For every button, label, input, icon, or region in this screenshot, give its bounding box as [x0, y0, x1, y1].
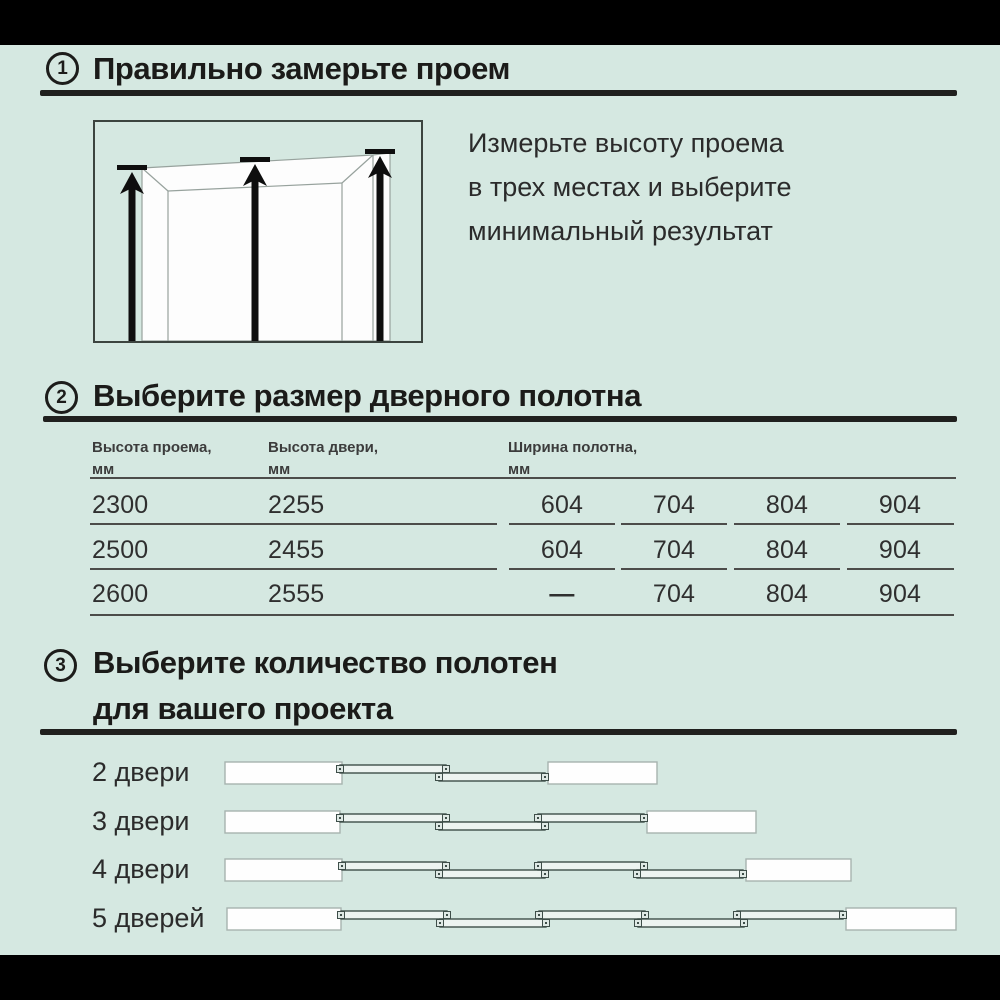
step-1-badge: 1: [46, 52, 79, 85]
bottom-letterbox-bar: [0, 955, 1000, 1000]
row-3-width-704: 704: [652, 580, 696, 608]
table-header-rule: [90, 477, 956, 479]
doors-diagram-3: [224, 810, 757, 834]
row-1-width-804: 804: [765, 491, 809, 519]
door-opening-diagram: [93, 120, 423, 343]
column-header-panel-width: Ширина полотна, мм: [508, 439, 638, 478]
measure-arrow-middle: [240, 157, 270, 341]
section-1-description-line-1: Измерьте высоту проема: [468, 128, 784, 158]
section-1-description-line-2: в трех местах и выберите: [468, 172, 792, 202]
row-2-opening-height: 2500: [92, 536, 149, 564]
top-letterbox-bar: [0, 0, 1000, 45]
row-2-rule-w1: [509, 568, 615, 570]
section-1-description-line-3: минимальный результат: [468, 216, 773, 246]
measure-arrow-left: [117, 165, 147, 341]
row-1-door-height: 2255: [268, 491, 325, 519]
row-3-width-904: 904: [878, 580, 922, 608]
row-1-opening-height: 2300: [92, 491, 149, 519]
step-3-number: 3: [55, 654, 66, 676]
row-3-width-dash: —: [549, 580, 575, 608]
row-2-rule-w4: [847, 568, 954, 570]
row-1-width-904: 904: [878, 491, 922, 519]
row-1-rule: [90, 523, 497, 525]
row-2-width-704: 704: [652, 536, 696, 564]
step-2-number: 2: [56, 386, 67, 408]
row-2-rule-w2: [621, 568, 727, 570]
row-2-rule: [90, 568, 497, 570]
column-header-door-height: Высота двери, мм: [268, 439, 379, 478]
section-1-divider: [40, 90, 957, 96]
column-header-opening-height: Высота проема, мм: [92, 439, 212, 478]
measure-arrow-right: [365, 149, 395, 341]
step-1-number: 1: [57, 57, 68, 79]
row-3-width-804: 804: [765, 580, 809, 608]
door-opening-illustration: [117, 149, 395, 342]
row-2-width-804: 804: [765, 536, 809, 564]
step-2-badge: 2: [45, 381, 78, 414]
row-2-width-904: 904: [878, 536, 922, 564]
row-1-width-604: 604: [540, 491, 584, 519]
row-2-rule-w3: [734, 568, 840, 570]
row-3-opening-height: 2600: [92, 580, 149, 608]
table-bottom-rule: [90, 614, 954, 616]
section-3-title-line-1: Выберите количество полотен: [93, 645, 558, 680]
option-4-doors-label: 4 двери: [92, 854, 190, 884]
doors-diagram-5: [226, 907, 957, 931]
section-1-title: Правильно замерьте проем: [93, 51, 511, 86]
row-2-width-604: 604: [540, 536, 584, 564]
row-1-rule-w3: [734, 523, 840, 525]
doors-diagram-2: [224, 761, 658, 785]
section-3-divider: [40, 729, 957, 735]
doors-diagram-4: [224, 858, 852, 882]
row-1-rule-w4: [847, 523, 954, 525]
option-2-doors-label: 2 двери: [92, 757, 190, 787]
row-2-door-height: 2455: [268, 536, 325, 564]
step-3-badge: 3: [44, 649, 77, 682]
section-2-title: Выберите размер дверного полотна: [93, 378, 642, 413]
row-1-rule-w1: [509, 523, 615, 525]
option-3-doors-label: 3 двери: [92, 806, 190, 836]
row-1-rule-w2: [621, 523, 727, 525]
row-3-door-height: 2555: [268, 580, 325, 608]
section-3-title-line-2: для вашего проекта: [93, 691, 393, 726]
option-5-doors-label: 5 дверей: [92, 903, 205, 933]
section-2-divider: [43, 416, 957, 422]
row-1-width-704: 704: [652, 491, 696, 519]
